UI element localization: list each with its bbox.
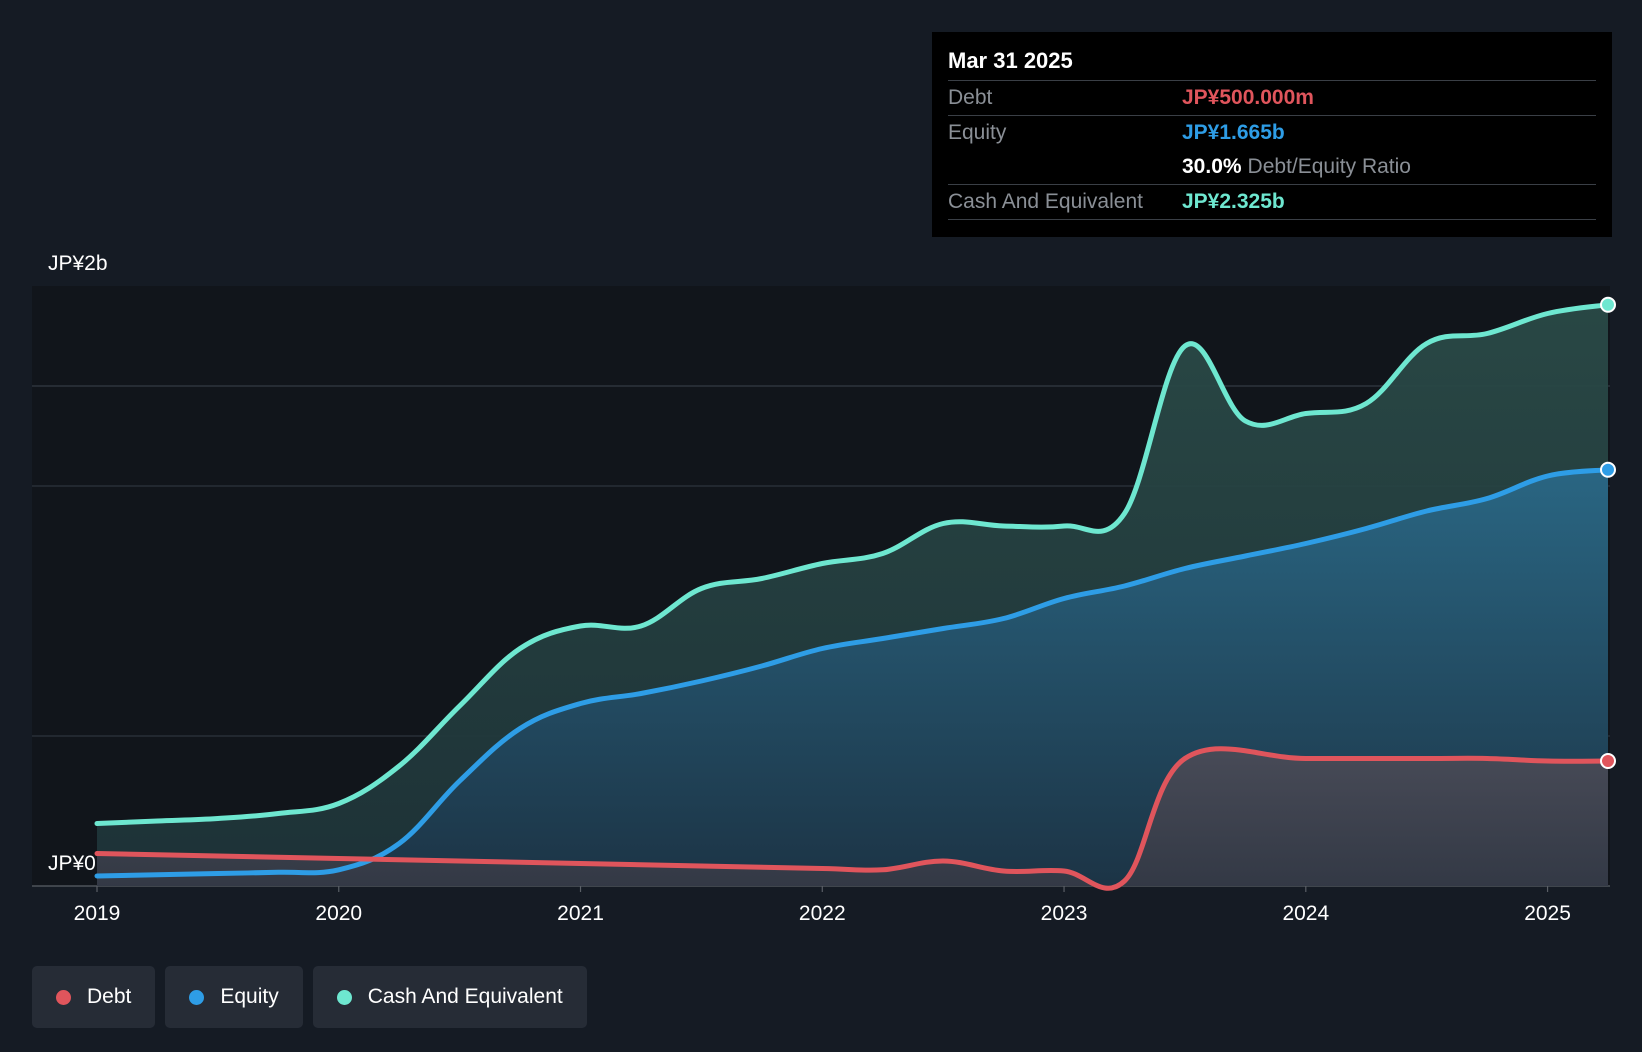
tooltip-debt-label: Debt <box>948 86 993 109</box>
x-tick-label: 2024 <box>1282 902 1329 925</box>
x-tick-label: 2021 <box>557 902 604 925</box>
equity-endpoint-marker[interactable] <box>1600 461 1616 478</box>
tooltip-debt-value: JP¥500.000m <box>1182 86 1314 109</box>
cash-line <box>94 302 1611 826</box>
chart-legend: Debt Equity Cash And Equivalent <box>32 966 587 1028</box>
y-axis-top-label: JP¥2b <box>48 252 108 275</box>
tooltip-equity-row: Equity JP¥1.665b <box>948 116 1596 150</box>
cash-dot-icon <box>336 989 352 1005</box>
equity-dot-icon <box>189 989 205 1005</box>
y-axis-bottom-label: JP¥0 <box>48 852 96 875</box>
legend-item-equity[interactable]: Equity <box>165 966 303 1028</box>
legend-label-debt: Debt <box>87 985 132 1008</box>
tooltip-ratio-value: 30.0% <box>1182 155 1242 178</box>
tooltip-ratio-row: 30.0% Debt/Equity Ratio <box>948 150 1596 185</box>
debt-dot-icon <box>56 989 71 1005</box>
x-tick-label: 2025 <box>1524 902 1571 925</box>
x-tick-label: 2019 <box>74 902 121 925</box>
cash-endpoint-marker[interactable] <box>1600 296 1616 313</box>
legend-item-debt[interactable]: Debt <box>32 966 156 1028</box>
legend-item-cash[interactable]: Cash And Equivalent <box>312 966 587 1028</box>
tooltip-cash-label: Cash And Equivalent <box>948 190 1143 213</box>
debt-endpoint-marker[interactable] <box>1600 753 1616 769</box>
tooltip-equity-value: JP¥1.665b <box>1182 121 1285 144</box>
debt-area <box>97 748 1608 889</box>
tooltip-ratio-label: Debt/Equity Ratio <box>1247 155 1411 178</box>
x-tick-label: 2020 <box>315 902 362 925</box>
tooltip-debt-row: Debt JP¥500.000m <box>948 81 1596 116</box>
legend-label-equity: Equity <box>220 985 279 1008</box>
tooltip-cash-value: JP¥2.325b <box>1182 190 1285 213</box>
tooltip-equity-label: Equity <box>948 121 1007 144</box>
equity-line <box>94 467 1611 879</box>
x-tick-label: 2022 <box>799 902 846 925</box>
debt-line <box>94 746 1611 891</box>
tooltip-date: Mar 31 2025 <box>948 46 1596 81</box>
tooltip-panel: Mar 31 2025 Debt JP¥500.000m Equity JP¥1… <box>932 32 1612 237</box>
legend-label-cash: Cash And Equivalent <box>367 985 563 1008</box>
x-tick-label: 2023 <box>1041 902 1088 925</box>
tooltip-cash-row: Cash And Equivalent JP¥2.325b <box>948 185 1596 220</box>
